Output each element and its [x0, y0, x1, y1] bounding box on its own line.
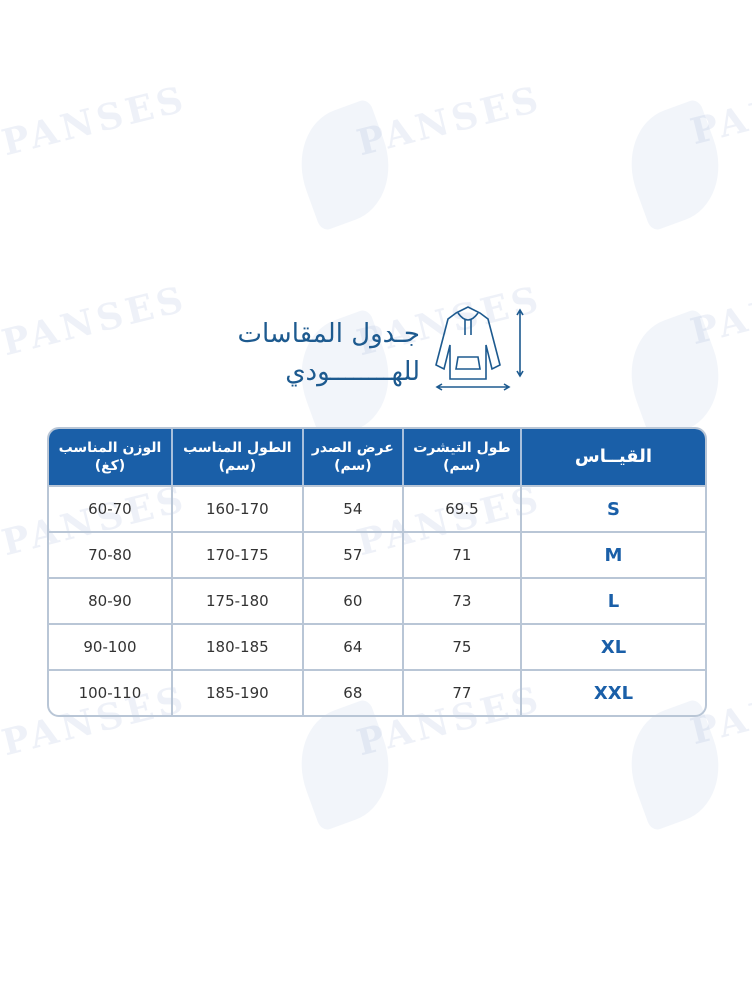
cell-suitable-height: 170-175 — [170, 531, 302, 577]
cell-chest-width: 57 — [301, 531, 402, 577]
header-shirt-length: طول التيشرت (سم) — [401, 429, 520, 485]
cell-suitable-height: 175-180 — [170, 577, 302, 623]
cell-chest-width: 64 — [301, 623, 402, 669]
cell-chest-width: 54 — [301, 485, 402, 531]
table-row: XL 75 64 180-185 90-100 — [49, 623, 705, 669]
size-chart-table: القيــاس طول التيشرت (سم) عرض الصدر (سم) ا… — [47, 427, 707, 717]
table-row: L 73 60 175-180 80-90 — [49, 577, 705, 623]
title-line-1: جـدول المقاسات — [237, 319, 420, 349]
watermark-wave — [283, 97, 407, 233]
cell-suitable-weight: 100-110 — [49, 669, 171, 715]
cell-suitable-weight: 70-80 — [49, 531, 171, 577]
table-row: M 71 57 170-175 70-80 — [49, 531, 705, 577]
cell-shirt-length: 71 — [401, 531, 520, 577]
cell-size: XL — [520, 623, 705, 669]
cell-shirt-length: 77 — [401, 669, 520, 715]
cell-size: M — [520, 531, 705, 577]
cell-shirt-length: 73 — [401, 577, 520, 623]
table-row: S 69.5 54 160-170 60-70 — [49, 485, 705, 531]
header-size: القيــاس — [520, 429, 705, 485]
cell-suitable-weight: 90-100 — [49, 623, 171, 669]
hoodie-measure-icon — [435, 306, 524, 391]
watermark-wave — [613, 97, 737, 233]
watermark-wave — [613, 307, 737, 443]
header-chest-width: عرض الصدر (سم) — [301, 429, 402, 485]
cell-suitable-height: 160-170 — [170, 485, 302, 531]
table-header-row: القيــاس طول التيشرت (سم) عرض الصدر (سم) ا… — [49, 429, 705, 485]
cell-shirt-length: 75 — [401, 623, 520, 669]
cell-size: S — [520, 485, 705, 531]
cell-suitable-weight: 80-90 — [49, 577, 171, 623]
cell-suitable-height: 180-185 — [170, 623, 302, 669]
cell-chest-width: 60 — [301, 577, 402, 623]
cell-size: XXL — [520, 669, 705, 715]
page-title: جـدول المقاسات للهــــــــودي — [200, 315, 420, 391]
cell-suitable-height: 185-190 — [170, 669, 302, 715]
header-suitable-weight: الوزن المناسب (كغ) — [49, 429, 171, 485]
watermark-wave — [283, 697, 407, 833]
cell-shirt-length: 69.5 — [401, 485, 520, 531]
cell-chest-width: 68 — [301, 669, 402, 715]
title-line-2: للهــــــــودي — [285, 357, 420, 387]
cell-suitable-weight: 60-70 — [49, 485, 171, 531]
watermark-wave — [613, 697, 737, 833]
table-row: XXL 77 68 185-190 100-110 — [49, 669, 705, 715]
header-suitable-height: الطول المناسب (سم) — [170, 429, 302, 485]
cell-size: L — [520, 577, 705, 623]
